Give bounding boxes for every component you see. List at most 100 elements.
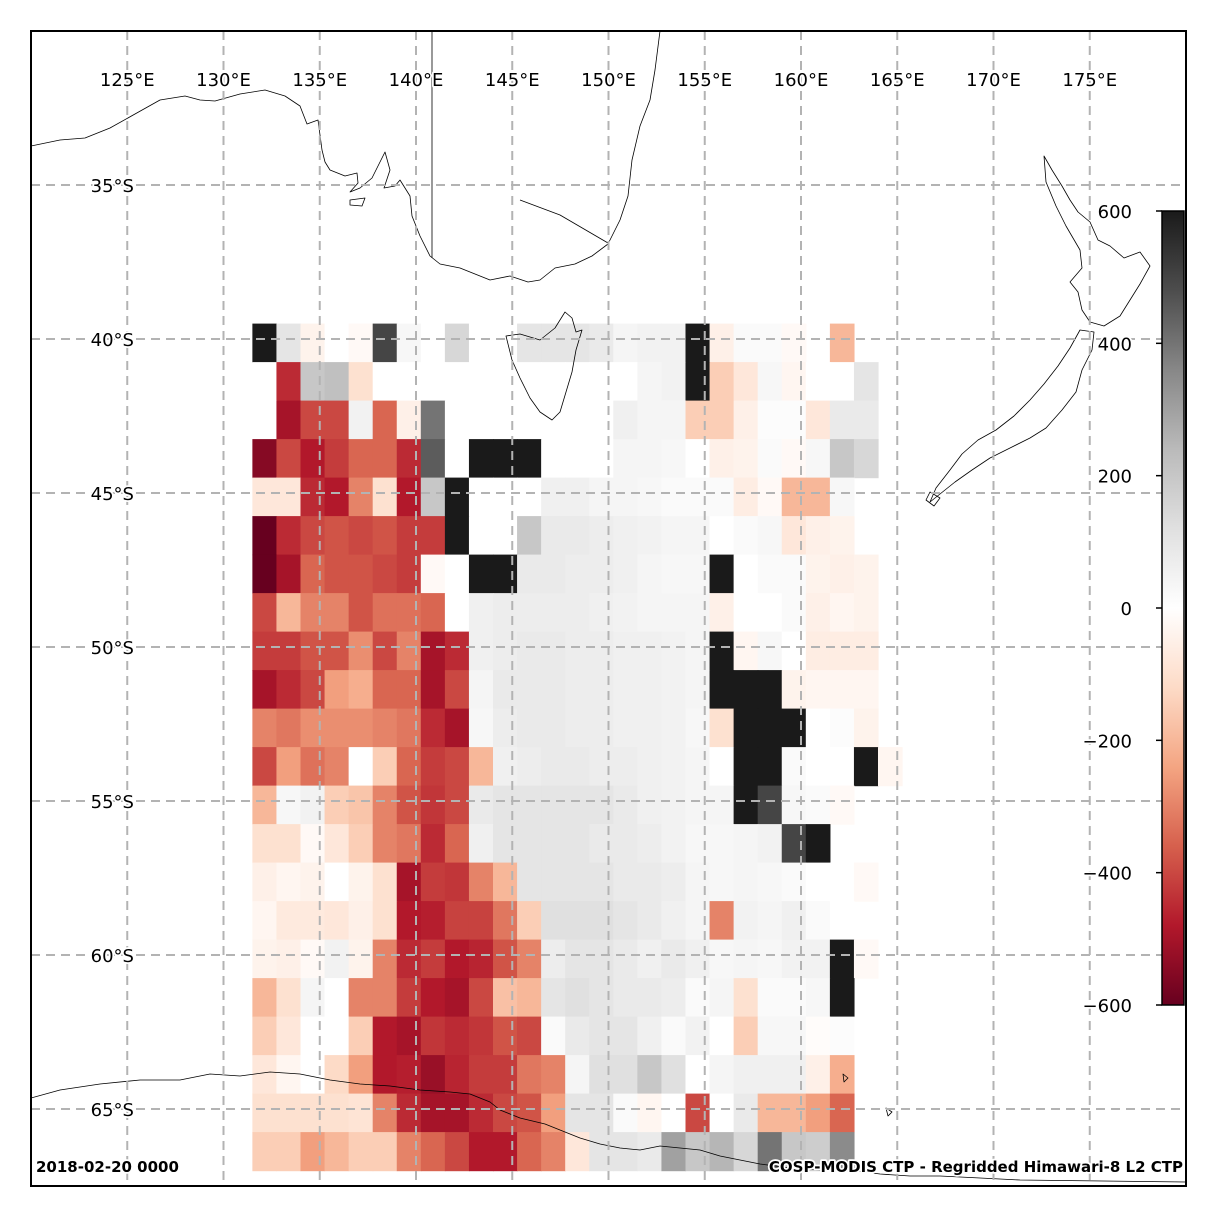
grid-cell bbox=[589, 1016, 614, 1056]
australia-coastline bbox=[31, 31, 661, 283]
grid-cell bbox=[468, 400, 494, 440]
grid-cell bbox=[853, 554, 879, 594]
grid-cell bbox=[589, 1093, 614, 1133]
grid-cell bbox=[757, 516, 783, 556]
grid-cell bbox=[637, 1055, 663, 1095]
grid-cell bbox=[781, 323, 807, 363]
grid-cell bbox=[685, 1016, 711, 1056]
grid-cell bbox=[444, 1132, 470, 1172]
grid-cell bbox=[372, 708, 398, 748]
grid-cell bbox=[493, 400, 518, 440]
grid-cell bbox=[829, 631, 855, 671]
grid-cell bbox=[276, 477, 302, 517]
grid-cell bbox=[589, 785, 614, 825]
grid-cell bbox=[468, 824, 494, 864]
grid-cell bbox=[565, 939, 590, 979]
grid-cell bbox=[324, 516, 350, 556]
grid-cell bbox=[468, 1016, 494, 1056]
grid-cell bbox=[613, 362, 638, 402]
grid-cell bbox=[276, 323, 302, 363]
grid-cell bbox=[300, 323, 326, 363]
grid-cell bbox=[733, 1016, 759, 1056]
grid-cell bbox=[444, 1093, 470, 1133]
grid-cell bbox=[709, 901, 735, 941]
grid-cell bbox=[757, 554, 783, 594]
grid-cell bbox=[709, 1093, 735, 1133]
grid-cell bbox=[444, 747, 470, 787]
grid-cell bbox=[300, 400, 326, 440]
grid-cell bbox=[661, 708, 687, 748]
colorbar: 600 400 200 0 −200 −400 −600 bbox=[1081, 200, 1185, 1019]
lon-tick-label: 155°E bbox=[677, 70, 732, 91]
grid-cell bbox=[420, 554, 446, 594]
grid-cell bbox=[661, 1132, 687, 1172]
grid-cell bbox=[252, 978, 278, 1018]
grid-cell bbox=[709, 362, 735, 402]
grid-cell bbox=[372, 554, 398, 594]
grid-cell bbox=[733, 554, 759, 594]
colorbar-tick-label: 600 bbox=[1098, 202, 1132, 223]
grid-cell bbox=[468, 939, 494, 979]
grid-cell bbox=[757, 670, 783, 710]
grid-cell bbox=[372, 1055, 398, 1095]
grid-cell bbox=[300, 477, 326, 517]
grid-cell bbox=[276, 708, 302, 748]
grid-cell bbox=[878, 747, 903, 787]
grid-cell bbox=[757, 1055, 783, 1095]
grid-cell bbox=[613, 1132, 638, 1172]
lon-tick-label: 125°E bbox=[100, 70, 155, 91]
grid-cell bbox=[733, 400, 759, 440]
grid-cell bbox=[661, 631, 687, 671]
grid-cell bbox=[613, 785, 638, 825]
grid-cell bbox=[637, 978, 663, 1018]
grid-cell bbox=[685, 400, 711, 440]
grid-cell bbox=[829, 670, 855, 710]
grid-cell bbox=[829, 901, 855, 941]
grid-cell bbox=[661, 1055, 687, 1095]
grid-cell bbox=[493, 824, 518, 864]
grid-cell bbox=[372, 939, 398, 979]
grid-cell bbox=[420, 631, 446, 671]
grid-cell bbox=[276, 631, 302, 671]
grid-cell bbox=[348, 862, 374, 902]
grid-cell bbox=[637, 785, 663, 825]
grid-cell bbox=[565, 901, 590, 941]
grid-cell bbox=[468, 593, 494, 633]
gridlines bbox=[31, 31, 1186, 1186]
grid-cell bbox=[517, 554, 542, 594]
grid-cell bbox=[420, 939, 446, 979]
grid-cell bbox=[420, 670, 446, 710]
grid-cell bbox=[565, 978, 590, 1018]
grid-cell bbox=[589, 477, 614, 517]
grid-cell bbox=[685, 785, 711, 825]
lon-tick-label: 175°E bbox=[1062, 70, 1117, 91]
grid-cell bbox=[517, 862, 542, 902]
grid-cell bbox=[781, 631, 807, 671]
grid-cell bbox=[517, 439, 542, 479]
grid-cell bbox=[565, 785, 590, 825]
grid-cell bbox=[348, 477, 374, 517]
grid-cell bbox=[565, 670, 590, 710]
grid-cell bbox=[661, 747, 687, 787]
grid-cell bbox=[396, 670, 422, 710]
grid-cell bbox=[444, 670, 470, 710]
grid-cell bbox=[444, 862, 470, 902]
grid-cell bbox=[589, 362, 614, 402]
grid-cell bbox=[637, 670, 663, 710]
grid-cell bbox=[396, 362, 422, 402]
grid-cell bbox=[757, 939, 783, 979]
grid-cell bbox=[420, 862, 446, 902]
grid-cell bbox=[757, 477, 783, 517]
grid-cell bbox=[589, 554, 614, 594]
grid-cell bbox=[541, 939, 566, 979]
colorbar-ticks: 600 400 200 0 −200 −400 −600 bbox=[1081, 200, 1162, 1019]
grid-cell bbox=[324, 439, 350, 479]
grid-cell bbox=[348, 554, 374, 594]
grid-cell bbox=[493, 516, 518, 556]
grid-cell bbox=[372, 747, 398, 787]
grid-cell bbox=[805, 708, 831, 748]
grid-cell bbox=[709, 708, 735, 748]
grid-cell bbox=[541, 439, 566, 479]
grid-cell bbox=[733, 477, 759, 517]
grid-cell bbox=[661, 901, 687, 941]
